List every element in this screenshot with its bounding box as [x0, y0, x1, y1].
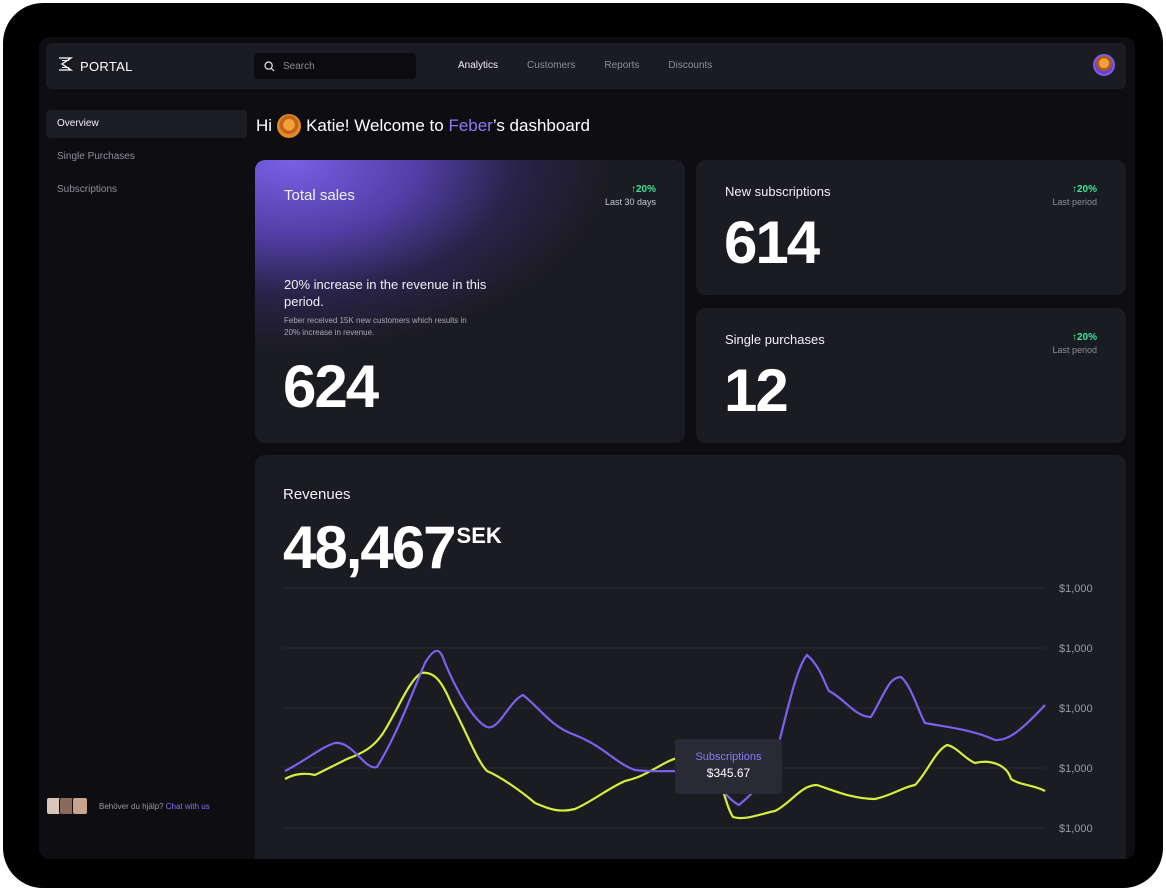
series-line-b [284, 671, 1046, 820]
tooltip-value: $345.67 [706, 766, 751, 780]
y-tick-label: $1,000 [1059, 763, 1093, 775]
y-tick-label: $1,000 [1059, 823, 1093, 835]
help-text: Behöver du hjälp? Chat with us [99, 802, 210, 811]
support-avatar [72, 797, 88, 815]
single-purchases-delta: ↑20% Last period [1052, 332, 1097, 355]
logo-text: PORTAL [80, 59, 133, 74]
revenues-card: Revenues 48,467 SEK $1,000 $1,000 $1,000 $1… [255, 455, 1126, 859]
page-title: Hi Katie! Welcome to Feber’s dashboard [256, 114, 590, 138]
single-purchases-card: Single purchases ↑20% Last period 12 [696, 308, 1126, 443]
series-line-a [284, 649, 1046, 807]
delta-period: Last 30 days [604, 197, 656, 207]
total-sales-card: Total sales ↑20% Last 30 days 20% increa… [255, 160, 685, 443]
new-subscriptions-delta: ↑20% Last period [1052, 184, 1097, 207]
y-tick-label: $1,000 [1059, 643, 1093, 655]
y-tick-label: $1,000 [1059, 583, 1093, 595]
total-sales-headline: 20% increase in the revenue in this peri… [284, 277, 487, 309]
delta-value: ↑20% [630, 184, 656, 195]
total-sales-description: Feber received 15K new customers which r… [284, 316, 467, 337]
dashboard-screen: PORTAL Analytics Customers Reports Disco… [39, 37, 1135, 859]
revenues-total: 48,467 SEK [283, 515, 502, 581]
sidebar-item-subscriptions[interactable]: Subscriptions [57, 184, 118, 195]
sidebar-item-single-purchases[interactable]: Single Purchases [57, 151, 135, 162]
greeting-avatar [277, 114, 302, 138]
greeting-text: Katie! Welcome to [306, 116, 444, 135]
new-subscriptions-value: 614 [724, 209, 820, 276]
search-box[interactable] [254, 53, 416, 79]
nav-discounts[interactable]: Discounts [668, 60, 713, 71]
total-sales-title: Total sales [284, 187, 355, 204]
total-sales-value: 624 [283, 353, 379, 420]
greeting-hi: Hi [256, 116, 273, 135]
delta-value: ↑20% [1071, 332, 1097, 343]
device-frame: PORTAL Analytics Customers Reports Disco… [3, 3, 1163, 888]
chat-link[interactable]: Chat with us [165, 801, 210, 811]
support-avatars [46, 797, 88, 815]
revenue-line-chart[interactable]: $1,000 $1,000 $1,000 $1,000 $1,000 [255, 455, 1126, 859]
delta-period: Last period [1052, 345, 1097, 355]
single-purchases-title: Single purchases [725, 332, 825, 347]
search-input[interactable] [281, 59, 405, 73]
sidebar: Overview Single Purchases Subscriptions [46, 110, 247, 209]
help-question: Behöver du hjälp? [99, 801, 164, 811]
tooltip-label: Subscriptions [695, 751, 762, 763]
new-subscriptions-card: New subscriptions ↑20% Last period 614 [696, 160, 1126, 295]
new-subscriptions-title: New subscriptions [725, 184, 831, 199]
top-bar: PORTAL Analytics Customers Reports Disco… [46, 43, 1126, 89]
revenues-title: Revenues [283, 486, 351, 503]
brand-name: Feber [448, 116, 493, 135]
revenues-value: 48,467 [283, 514, 457, 581]
chart-y-ticks: $1,000 $1,000 $1,000 $1,000 $1,000 [1059, 583, 1093, 835]
single-purchases-value: 12 [724, 357, 789, 424]
greeting-suffix: ’s dashboard [492, 116, 590, 135]
search-icon [264, 60, 275, 72]
logo-icon [58, 57, 74, 76]
help-section: Behöver du hjälp? Chat with us [46, 797, 210, 815]
delta-value: ↑20% [1071, 184, 1097, 195]
delta-period: Last period [1052, 197, 1097, 207]
sidebar-item-overview[interactable]: Overview [46, 110, 247, 138]
nav-analytics[interactable]: Analytics [458, 60, 499, 71]
top-nav: Analytics Customers Reports Discounts [458, 60, 741, 71]
nav-customers[interactable]: Customers [527, 60, 576, 71]
total-sales-delta: ↑20% Last 30 days [605, 184, 656, 207]
chart-tooltip: Subscriptions $345.67 [675, 739, 782, 794]
y-tick-label: $1,000 [1059, 703, 1093, 715]
revenues-unit: SEK [456, 523, 502, 548]
logo[interactable]: PORTAL [58, 57, 133, 76]
nav-reports[interactable]: Reports [604, 60, 640, 71]
user-avatar[interactable] [1093, 54, 1115, 76]
